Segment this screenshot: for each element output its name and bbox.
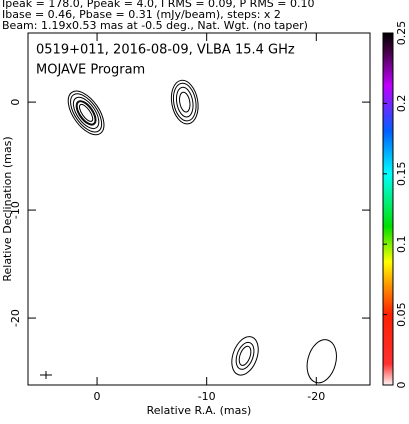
contour — [306, 339, 337, 384]
colorbar-tick-label: 0.15 — [395, 162, 408, 187]
colorbar — [382, 32, 394, 386]
x-tick-label: -20 — [307, 390, 325, 403]
contour — [238, 345, 252, 366]
header-line: Ibase = 0.46, Pbase = 0.31 (mJy/beam), s… — [2, 8, 281, 21]
beam-marker — [40, 371, 52, 379]
y-tick-label: 0 — [9, 99, 22, 106]
polarization-core — [76, 101, 96, 125]
contour — [72, 96, 100, 130]
contour — [179, 91, 191, 113]
plot-frame — [27, 32, 371, 386]
y-axis-label: Relative Declination (mas) — [1, 136, 14, 281]
header-line: Beam: 1.19x0.53 mas at -0.5 deg., Nat. W… — [2, 19, 308, 32]
chart-title: 0519+011, 2016-08-09, VLBA 15.4 GHz — [36, 43, 295, 58]
colorbar-tick-label: 0 — [395, 382, 408, 389]
x-tick-label: -10 — [198, 390, 216, 403]
colorbar-tick-label: 0.25 — [395, 21, 408, 46]
contour — [67, 90, 105, 136]
contour — [235, 341, 255, 370]
colorbar-tick-label: 0.2 — [395, 95, 408, 113]
chart-subtitle: MOJAVE Program — [36, 63, 145, 78]
colorbar-tick-label: 0.1 — [395, 235, 408, 253]
y-tick-label: -10 — [9, 201, 22, 219]
x-tick-label: 0 — [94, 390, 101, 403]
header-line: Ipeak = 178.0, Ppeak = 4.0, I RMS = 0.09… — [2, 0, 315, 10]
contour — [172, 82, 197, 122]
contour — [231, 336, 259, 376]
contour — [78, 103, 94, 122]
contour — [170, 79, 199, 125]
y-tick-label: -20 — [9, 309, 22, 327]
contour — [70, 93, 103, 133]
colorbar-tick-label: 0.05 — [395, 302, 408, 327]
contour — [75, 100, 97, 126]
contour — [175, 86, 194, 118]
x-axis-label: Relative R.A. (mas) — [147, 404, 252, 417]
